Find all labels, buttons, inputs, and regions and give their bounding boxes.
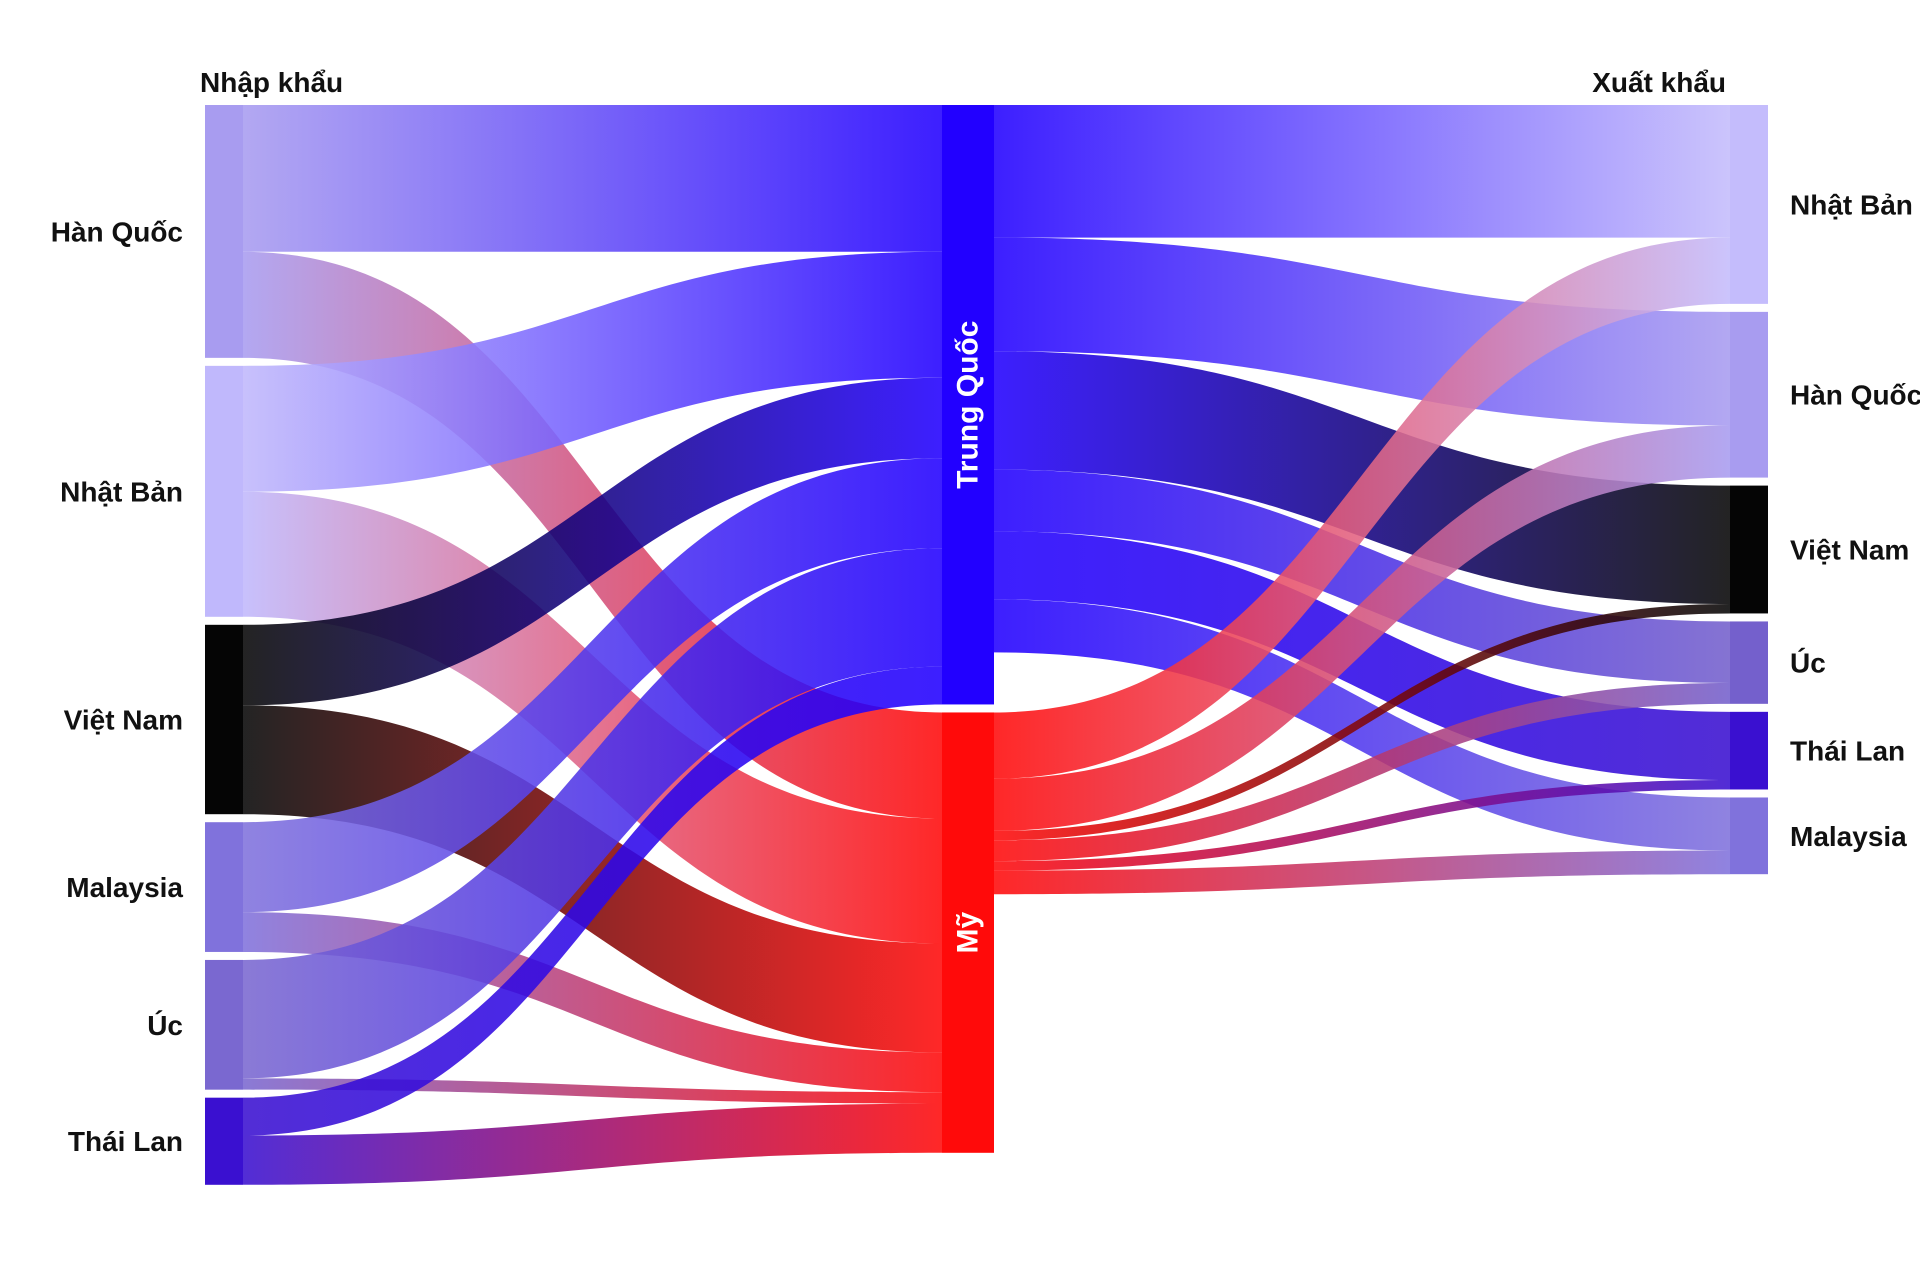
- hub-label-us: Mỹ: [952, 911, 985, 953]
- node-bar-jp_out: [1730, 105, 1768, 304]
- export-flow-cn-kr_out: [994, 237, 1730, 426]
- node-bars: [205, 105, 1768, 1185]
- node-bar-my_out: [1730, 797, 1768, 875]
- node-bar-my_in: [205, 822, 243, 952]
- node-bar-th_out: [1730, 711, 1768, 790]
- node-bar-vn_out: [1730, 485, 1768, 614]
- node-bar-th_in: [205, 1097, 243, 1185]
- export-flow-us-th_out: [994, 780, 1730, 871]
- export-flow-us-kr_out: [994, 425, 1730, 831]
- import-flow-vn_in-cn: [243, 377, 942, 706]
- right-label-kr_out: Hàn Quốc: [1790, 380, 1920, 411]
- export-flow-us-jp_out: [994, 237, 1730, 779]
- left-label-kr_in: Hàn Quốc: [51, 216, 183, 247]
- import-flow-kr_in-cn: [243, 105, 942, 252]
- right-label-th_out: Thái Lan: [1790, 736, 1905, 767]
- left-label-au_in: Úc: [147, 1010, 183, 1041]
- left-label-jp_in: Nhật Bản: [60, 476, 183, 507]
- import-column-header: Nhập khẩu: [200, 67, 343, 98]
- node-labels: Nhập khẩu Xuất khẩu Hàn Quốc Nhật Bản Việt…: [51, 67, 1920, 1157]
- left-label-th_in: Thái Lan: [68, 1126, 183, 1157]
- left-label-vn_in: Việt Nam: [64, 705, 183, 736]
- node-bar-kr_out: [1730, 311, 1768, 478]
- export-flow-us-vn_out: [994, 603, 1730, 841]
- right-label-my_out: Malaysia: [1790, 821, 1907, 852]
- export-column-header: Xuất khẩu: [1592, 67, 1726, 98]
- right-label-au_out: Úc: [1790, 648, 1826, 679]
- node-bar-us: [942, 712, 994, 1153]
- export-flow-us-my_out: [994, 850, 1730, 895]
- node-bar-au_in: [205, 959, 243, 1090]
- right-label-jp_out: Nhật Bản: [1790, 189, 1913, 220]
- node-bar-kr_in: [205, 105, 243, 358]
- import-flow-jp_in-cn: [243, 251, 942, 492]
- export-flow-us-au_out: [994, 682, 1730, 862]
- import-flow-th_in-us: [243, 1103, 942, 1185]
- import-flow-au_in-cn: [243, 548, 942, 1079]
- import-flow-th_in-cn: [243, 666, 942, 1136]
- import-flow-my_in-cn: [243, 458, 942, 913]
- node-bar-vn_in: [205, 624, 243, 815]
- node-bar-jp_in: [205, 365, 243, 617]
- node-bar-cn: [942, 105, 994, 705]
- hub-label-cn: Trung Quốc: [952, 321, 985, 489]
- left-label-my_in: Malaysia: [66, 872, 183, 903]
- export-flow-cn-jp_out: [994, 105, 1730, 238]
- node-bar-au_out: [1730, 621, 1768, 704]
- right-label-vn_out: Việt Nam: [1790, 535, 1909, 566]
- flow-links: [243, 105, 1730, 1185]
